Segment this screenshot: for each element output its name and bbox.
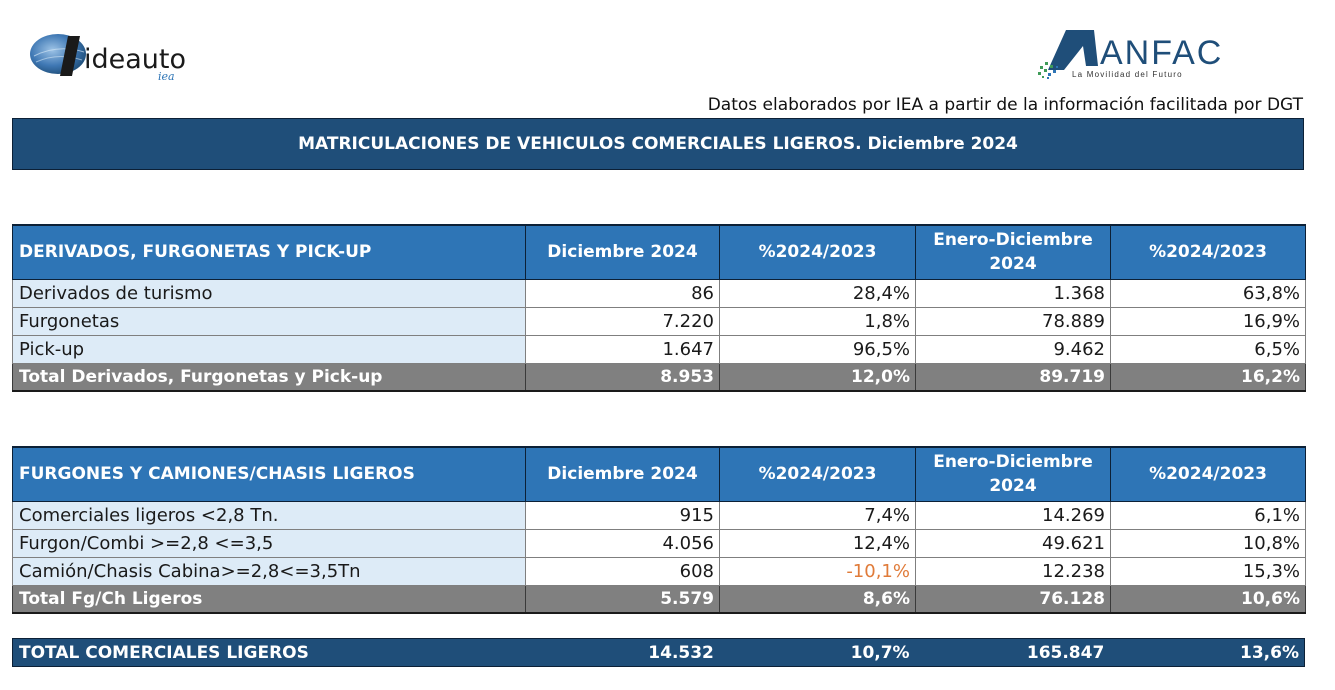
svg-text:ANFAC: ANFAC	[1100, 34, 1223, 72]
table-row: Furgon/Combi >=2,8 <=3,5 4.056 12,4% 49.…	[12, 528, 1306, 558]
anfac-logo: ANFAC La Movilidad del Futuro	[1038, 30, 1223, 79]
total-pct-month: 8,6%	[719, 584, 916, 614]
svg-text:ideauto: ideauto	[84, 44, 186, 75]
table-row: Pick-up 1.647 96,5% 9.462 6,5%	[12, 334, 1306, 364]
total-pct-ytd: 10,6%	[1110, 584, 1306, 614]
cell-pct-month: 12,4%	[719, 528, 916, 558]
grand-total-pct-month: 10,7%	[850, 642, 910, 663]
row-label: Comerciales ligeros <2,8 Tn.	[12, 500, 526, 530]
cell-month: 1.647	[525, 334, 720, 364]
header-category: FURGONES Y CAMIONES/CHASIS LIGEROS	[12, 446, 526, 502]
header-ytd-line1: Enero-Diciembre	[933, 230, 1093, 251]
row-label: Furgon/Combi >=2,8 <=3,5	[12, 528, 526, 558]
total-ytd: 89.719	[915, 362, 1111, 392]
total-pct-month: 12,0%	[719, 362, 916, 392]
cell-pct-ytd: 16,9%	[1110, 306, 1306, 336]
header-month: Diciembre 2024	[525, 224, 720, 280]
cell-pct-month: 1,8%	[719, 306, 916, 336]
total-row: Total Fg/Ch Ligeros 5.579 8,6% 76.128 10…	[12, 584, 1306, 614]
cell-ytd: 9.462	[915, 334, 1111, 364]
grand-total-row: TOTAL COMERCIALES LIGEROS 14.532 10,7% 1…	[12, 638, 1305, 667]
table-row: Derivados de turismo 86 28,4% 1.368 63,8…	[12, 278, 1306, 308]
cell-pct-ytd: 6,1%	[1110, 500, 1306, 530]
ideauto-logo: ideauto iea	[30, 34, 186, 82]
total-month: 8.953	[525, 362, 720, 392]
cell-pct-month: 7,4%	[719, 500, 916, 530]
header-ytd-line2: 2024	[989, 254, 1037, 275]
total-pct-ytd: 16,2%	[1110, 362, 1306, 392]
svg-text:iea: iea	[158, 70, 175, 82]
row-label: Furgonetas	[12, 306, 526, 336]
cell-pct-month: 28,4%	[719, 278, 916, 308]
header-pct-month: %2024/2023	[719, 224, 916, 280]
table-header-row: FURGONES Y CAMIONES/CHASIS LIGEROS Dicie…	[12, 446, 1306, 502]
header-pct-month: %2024/2023	[719, 446, 916, 502]
header-month: Diciembre 2024	[525, 446, 720, 502]
table-row: Camión/Chasis Cabina>=2,8<=3,5Tn 608 -10…	[12, 556, 1306, 586]
cell-pct-month-negative: -10,1%	[719, 556, 916, 586]
cell-pct-ytd: 15,3%	[1110, 556, 1306, 586]
cell-pct-ytd: 6,5%	[1110, 334, 1306, 364]
furgones-table: FURGONES Y CAMIONES/CHASIS LIGEROS Dicie…	[12, 446, 1306, 614]
cell-month: 7.220	[525, 306, 720, 336]
cell-month: 86	[525, 278, 720, 308]
header-category: DERIVADOS, FURGONETAS Y PICK-UP	[12, 224, 526, 280]
total-month: 5.579	[525, 584, 720, 614]
cell-ytd: 14.269	[915, 500, 1111, 530]
derivados-table: DERIVADOS, FURGONETAS Y PICK-UP Diciembr…	[12, 224, 1306, 392]
table-row: Comerciales ligeros <2,8 Tn. 915 7,4% 14…	[12, 500, 1306, 530]
cell-month: 608	[525, 556, 720, 586]
cell-pct-ytd: 10,8%	[1110, 528, 1306, 558]
row-label: Pick-up	[12, 334, 526, 364]
header-ytd: Enero-Diciembre 2024	[915, 446, 1111, 502]
table-row: Furgonetas 7.220 1,8% 78.889 16,9%	[12, 306, 1306, 336]
header-pct-ytd: %2024/2023	[1110, 224, 1306, 280]
grand-total-label: TOTAL COMERCIALES LIGEROS	[19, 642, 309, 663]
header-ytd-line2: 2024	[989, 476, 1037, 497]
row-label: Camión/Chasis Cabina>=2,8<=3,5Tn	[12, 556, 526, 586]
grand-total-pct-ytd: 13,6%	[1240, 642, 1299, 663]
source-note: Datos elaborados por IEA a partir de la …	[707, 95, 1303, 115]
cell-ytd: 49.621	[915, 528, 1111, 558]
cell-month: 915	[525, 500, 720, 530]
total-ytd: 76.128	[915, 584, 1111, 614]
row-label: Derivados de turismo	[12, 278, 526, 308]
grand-total-month: 14.532	[648, 642, 714, 663]
grand-total-ytd: 165.847	[1026, 642, 1105, 663]
cell-ytd: 78.889	[915, 306, 1111, 336]
page-title: MATRICULACIONES DE VEHICULOS COMERCIALES…	[12, 118, 1304, 170]
table-header-row: DERIVADOS, FURGONETAS Y PICK-UP Diciembr…	[12, 224, 1306, 280]
header-ytd: Enero-Diciembre 2024	[915, 224, 1111, 280]
cell-pct-month: 96,5%	[719, 334, 916, 364]
total-label: Total Derivados, Furgonetas y Pick-up	[12, 362, 526, 392]
cell-month: 4.056	[525, 528, 720, 558]
header-ytd-line1: Enero-Diciembre	[933, 452, 1093, 473]
cell-pct-ytd: 63,8%	[1110, 278, 1306, 308]
svg-text:La Movilidad del Futuro: La Movilidad del Futuro	[1072, 70, 1183, 79]
cell-ytd: 1.368	[915, 278, 1111, 308]
header-pct-ytd: %2024/2023	[1110, 446, 1306, 502]
total-label: Total Fg/Ch Ligeros	[12, 584, 526, 614]
total-row: Total Derivados, Furgonetas y Pick-up 8.…	[12, 362, 1306, 392]
cell-ytd: 12.238	[915, 556, 1111, 586]
